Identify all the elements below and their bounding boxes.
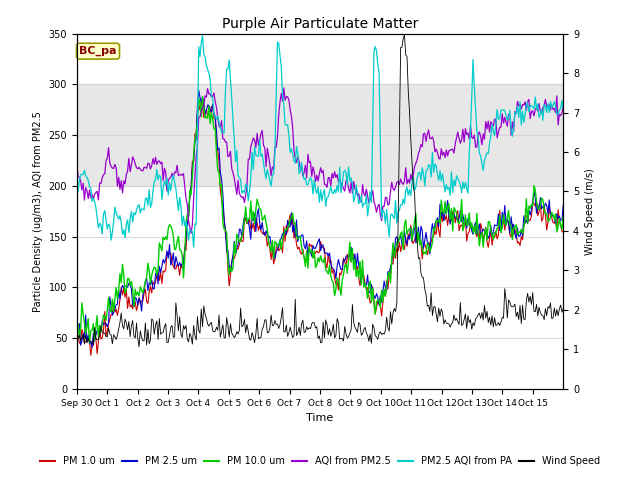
Title: Purple Air Particulate Matter: Purple Air Particulate Matter xyxy=(222,17,418,31)
Text: BC_pa: BC_pa xyxy=(79,46,116,56)
Bar xyxy=(77,84,563,186)
Y-axis label: Wind Speed (m/s): Wind Speed (m/s) xyxy=(585,168,595,254)
Legend: PM 1.0 um, PM 2.5 um, PM 10.0 um, AQI from PM2.5, PM2.5 AQI from PA, Wind Speed: PM 1.0 um, PM 2.5 um, PM 10.0 um, AQI fr… xyxy=(36,453,604,470)
X-axis label: Time: Time xyxy=(307,413,333,423)
Y-axis label: Particle Density (ug/m3), AQI from PM2.5: Particle Density (ug/m3), AQI from PM2.5 xyxy=(33,111,43,312)
